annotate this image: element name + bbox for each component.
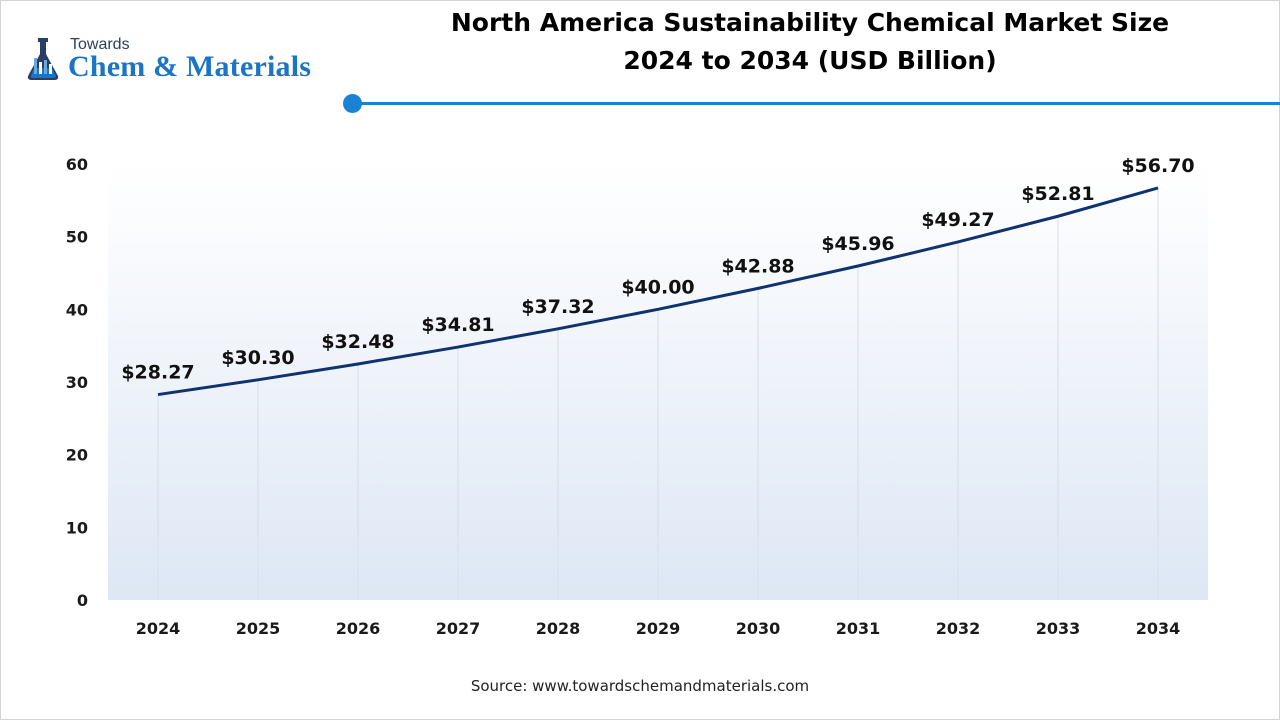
x-tick-label: 2025 [236,619,281,638]
data-label: $28.27 [121,362,194,384]
data-label: $42.88 [721,255,794,277]
y-axis: 0 10 20 30 40 50 60 [66,155,88,610]
x-tick-label: 2032 [936,619,981,638]
data-label: $40.00 [621,276,694,298]
brand-logo: Towards Chem & Materials [22,34,342,90]
data-label: $49.27 [921,209,994,231]
data-label: $30.30 [221,347,294,369]
x-tick-label: 2029 [636,619,681,638]
divider-line [352,102,1280,105]
chart-title-line-2: 2024 to 2034 (USD Billion) [623,46,997,75]
x-axis: 2024 2025 2026 2027 2028 2029 2030 2031 2032 2033… [136,619,1181,638]
gridlines [157,187,1159,600]
y-tick-label: 20 [66,446,88,465]
x-tick-label: 2031 [836,619,881,638]
x-tick-label: 2028 [536,619,581,638]
flask-logo-icon [27,38,59,80]
y-tick-label: 60 [66,155,88,174]
logo-main-text: Chem & Materials [68,50,312,83]
x-tick-label: 2033 [1036,619,1081,638]
source-note: Source: www.towardschemandmaterials.com [470,677,810,695]
data-labels: $28.27 $30.30 $32.48 $34.81 $37.32 $40.00 $42.… [121,155,1194,384]
data-label: $34.81 [421,314,494,336]
y-tick-label: 50 [66,228,88,247]
y-tick-label: 0 [77,591,88,610]
chart-title: North America Sustainability Chemical Ma… [340,4,1280,80]
data-label: $37.32 [521,296,594,318]
y-tick-label: 30 [66,373,88,392]
chart-title-line-1: North America Sustainability Chemical Ma… [450,8,1170,37]
data-label: $45.96 [821,233,894,255]
data-label: $32.48 [321,331,394,353]
logo-towards-text: Towards [70,36,130,53]
data-label: $52.81 [1021,183,1094,205]
x-tick-label: 2024 [136,619,181,638]
x-tick-label: 2030 [736,619,781,638]
y-tick-label: 40 [66,300,88,319]
x-tick-label: 2027 [436,619,481,638]
series-line [157,186,1159,397]
x-tick-label: 2034 [1136,619,1181,638]
x-tick-label: 2026 [336,619,381,638]
y-tick-label: 10 [66,518,88,537]
data-label: $56.70 [1121,155,1194,177]
